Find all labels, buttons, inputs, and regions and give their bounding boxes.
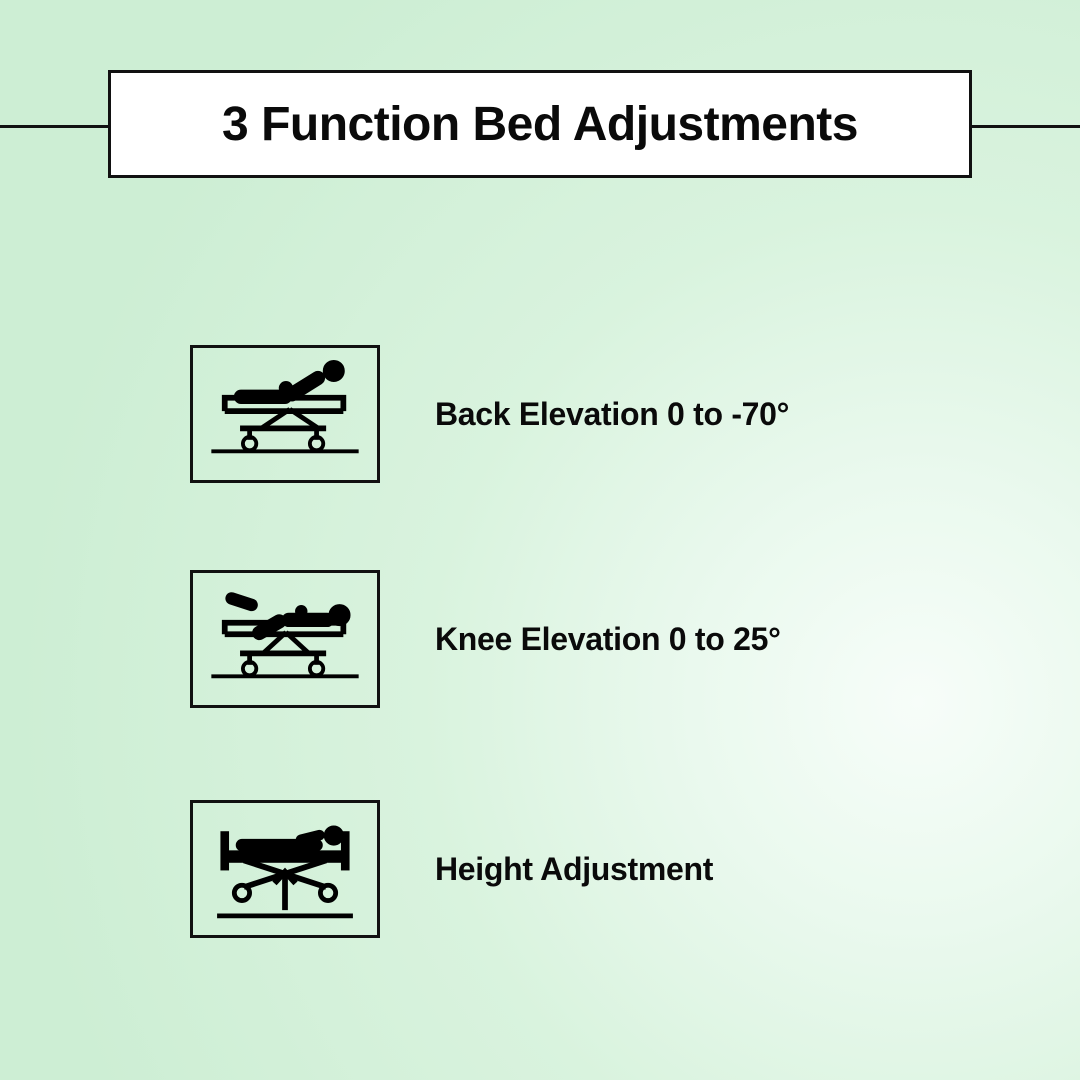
bed-back-elevation-icon [190,345,380,483]
feature-item-knee-elevation: Knee Elevation 0 to 25° [190,570,781,708]
feature-label: Back Elevation 0 to -70° [435,396,789,433]
feature-item-height-adjustment: Height Adjustment [190,800,713,938]
infographic-canvas: 3 Function Bed Adjustments [0,0,1080,1080]
feature-item-back-elevation: Back Elevation 0 to -70° [190,345,789,483]
feature-label: Height Adjustment [435,851,713,888]
feature-label: Knee Elevation 0 to 25° [435,621,781,658]
bed-height-adjustment-icon [190,800,380,938]
title-box: 3 Function Bed Adjustments [108,70,972,178]
bed-knee-elevation-icon [190,570,380,708]
page-title: 3 Function Bed Adjustments [222,97,858,152]
